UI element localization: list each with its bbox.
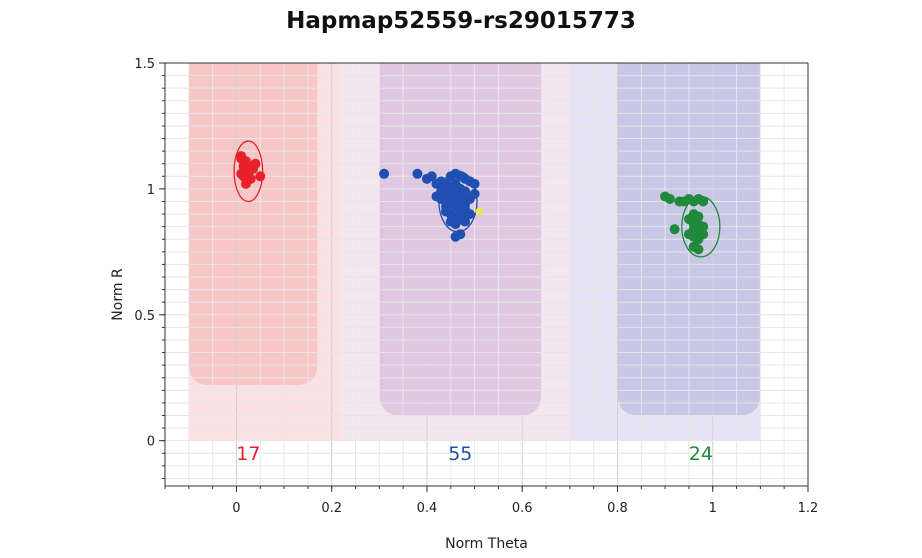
y-tick-label: 1.5 (134, 57, 155, 72)
cluster-count-label: 24 (689, 443, 713, 465)
axis-tick-labels: 0 0.2 0.4 0.6 0.8 1 1.2 0 0.5 1 1.5 Norm Theta Norm … (110, 57, 818, 552)
data-point (436, 186, 447, 197)
data-point (445, 216, 456, 227)
data-point (698, 229, 709, 240)
cluster-ellipse-1 (233, 140, 264, 203)
x-axis-label: Norm Theta (445, 536, 528, 552)
data-point-extra (475, 207, 484, 216)
data-point (240, 178, 251, 189)
axes (159, 62, 809, 492)
data-point (412, 168, 423, 179)
data-point (450, 196, 461, 207)
y-tick-label: 1 (147, 183, 155, 198)
data-point (450, 178, 461, 189)
data-point (450, 231, 461, 242)
region-aa (188, 63, 318, 386)
data-points (236, 151, 709, 255)
x-tick-label: 0.6 (512, 501, 533, 516)
data-point (441, 206, 452, 217)
data-point (664, 193, 675, 204)
x-tick-label: 0 (232, 501, 240, 516)
x-tick-label: 0.8 (607, 501, 628, 516)
data-point (693, 244, 704, 255)
cluster-count-label: 17 (236, 443, 260, 465)
data-point (688, 219, 699, 230)
data-point (669, 224, 680, 235)
data-point (255, 171, 266, 182)
data-point (469, 178, 480, 189)
x-tick-label: 0.4 (417, 501, 438, 516)
grid-lines (165, 62, 809, 486)
cluster-count-label: 55 (448, 443, 472, 465)
data-point (426, 171, 437, 182)
x-tick-label: 1.2 (798, 501, 819, 516)
y-axis-label: Norm R (110, 268, 126, 321)
data-point (236, 153, 247, 164)
data-point (379, 168, 390, 179)
chart-title: Hapmap52559-rs29015773 (286, 8, 636, 34)
data-point (245, 161, 256, 172)
y-tick-label: 0 (147, 435, 155, 450)
x-tick-label: 1 (709, 501, 717, 516)
data-point (698, 196, 709, 207)
x-tick-label: 0.2 (321, 501, 342, 516)
data-point (460, 211, 471, 222)
y-tick-label: 0.5 (134, 309, 155, 324)
